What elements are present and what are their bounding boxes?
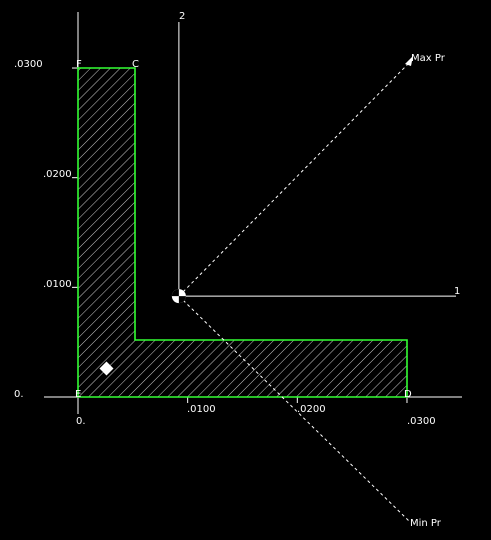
corner-e-label: E xyxy=(75,389,81,400)
axis-1-label: 1 xyxy=(454,286,460,297)
y-tick-label-3: .0300 xyxy=(14,59,43,70)
corner-f-label: F xyxy=(76,59,82,70)
axis-2-label: 2 xyxy=(179,11,185,22)
max-principal-axis-line xyxy=(178,61,411,297)
max-pr-arrowhead xyxy=(405,56,413,66)
x-tick-marks xyxy=(77,397,408,403)
y-tick-label-2: .0200 xyxy=(43,169,72,180)
l-section-shape xyxy=(77,67,408,398)
corner-d-label: D xyxy=(404,389,412,400)
centroid-quadrant-bottom-right xyxy=(178,296,186,304)
centroid-icon xyxy=(171,289,186,304)
x-tick-label-1: .0100 xyxy=(187,404,216,415)
max-pr-label: Max Pr xyxy=(411,53,446,64)
y-tick-marks xyxy=(72,67,78,398)
corner-c-label: C xyxy=(132,59,139,70)
y-tick-label-0: 0. xyxy=(14,389,24,400)
min-pr-label: Min Pr xyxy=(410,518,442,529)
centroid-quadrant-top-left xyxy=(171,289,179,297)
x-tick-label-0: 0. xyxy=(76,416,86,427)
x-tick-label-3: .0300 xyxy=(407,416,436,427)
x-tick-label-2: .0200 xyxy=(297,404,326,415)
y-tick-label-1: .0100 xyxy=(43,279,72,290)
shear-center-icon xyxy=(99,361,114,376)
